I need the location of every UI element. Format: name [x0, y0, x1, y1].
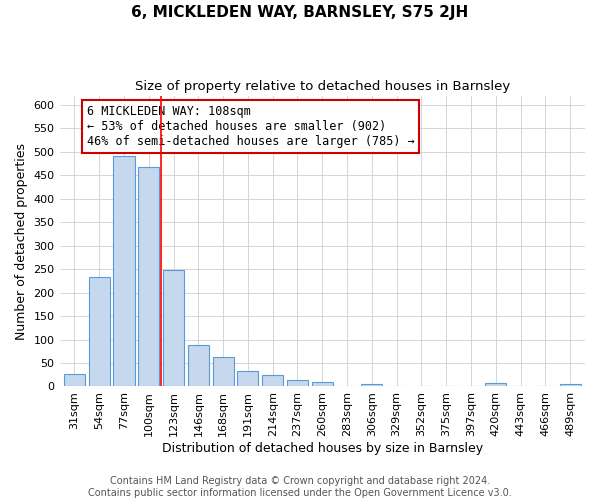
Title: Size of property relative to detached houses in Barnsley: Size of property relative to detached ho…: [134, 80, 510, 93]
Text: Contains HM Land Registry data © Crown copyright and database right 2024.
Contai: Contains HM Land Registry data © Crown c…: [88, 476, 512, 498]
Bar: [287, 380, 308, 386]
Bar: [560, 384, 581, 386]
Text: 6 MICKLEDEN WAY: 108sqm
← 53% of detached houses are smaller (902)
46% of semi-d: 6 MICKLEDEN WAY: 108sqm ← 53% of detache…: [87, 105, 415, 148]
Bar: [485, 383, 506, 386]
Text: 6, MICKLEDEN WAY, BARNSLEY, S75 2JH: 6, MICKLEDEN WAY, BARNSLEY, S75 2JH: [131, 5, 469, 20]
Bar: [262, 375, 283, 386]
X-axis label: Distribution of detached houses by size in Barnsley: Distribution of detached houses by size …: [162, 442, 483, 455]
Bar: [64, 374, 85, 386]
Bar: [361, 384, 382, 386]
Bar: [238, 371, 259, 386]
Bar: [138, 167, 160, 386]
Y-axis label: Number of detached properties: Number of detached properties: [15, 142, 28, 340]
Bar: [163, 270, 184, 386]
Bar: [312, 382, 333, 386]
Bar: [113, 156, 134, 386]
Bar: [188, 344, 209, 387]
Bar: [212, 358, 233, 386]
Bar: [89, 276, 110, 386]
